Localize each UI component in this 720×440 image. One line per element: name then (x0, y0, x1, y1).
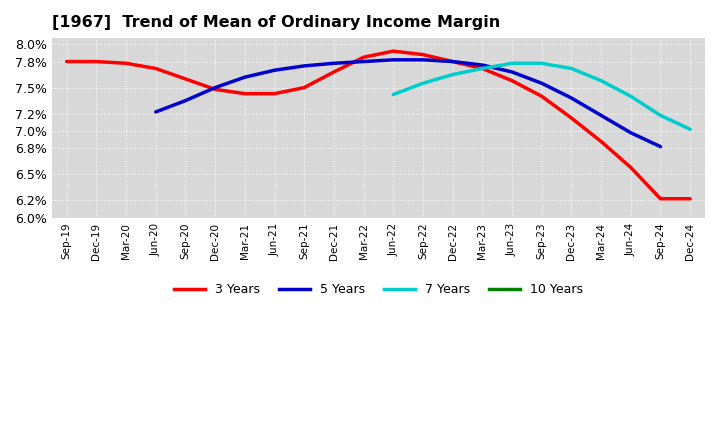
3 Years (92, 59, 101, 64)
5 Years (151, 109, 160, 114)
5 Years (537, 81, 546, 86)
3 Years (122, 61, 130, 66)
Legend: 3 Years, 5 Years, 7 Years, 10 Years: 3 Years, 5 Years, 7 Years, 10 Years (168, 279, 588, 301)
3 Years (389, 48, 397, 54)
7 Years (537, 61, 546, 66)
5 Years (211, 85, 220, 90)
7 Years (597, 78, 606, 83)
7 Years (389, 92, 397, 97)
7 Years (656, 113, 665, 118)
3 Years (300, 85, 309, 90)
3 Years (537, 94, 546, 99)
5 Years (478, 62, 487, 68)
5 Years (389, 57, 397, 62)
3 Years (597, 139, 606, 144)
5 Years (359, 59, 368, 64)
5 Years (418, 57, 427, 62)
5 Years (567, 95, 576, 101)
3 Years (211, 87, 220, 92)
5 Years (626, 130, 635, 136)
5 Years (240, 74, 249, 80)
3 Years (63, 59, 71, 64)
3 Years (686, 196, 695, 202)
Line: 3 Years: 3 Years (67, 51, 690, 199)
7 Years (686, 127, 695, 132)
3 Years (508, 78, 516, 83)
3 Years (478, 66, 487, 71)
3 Years (656, 196, 665, 202)
3 Years (449, 59, 457, 64)
7 Years (418, 81, 427, 86)
5 Years (300, 63, 309, 69)
3 Years (418, 52, 427, 57)
3 Years (181, 76, 190, 81)
5 Years (597, 113, 606, 118)
5 Years (270, 68, 279, 73)
3 Years (151, 66, 160, 71)
3 Years (359, 55, 368, 60)
7 Years (478, 66, 487, 71)
7 Years (508, 61, 516, 66)
Text: [1967]  Trend of Mean of Ordinary Income Margin: [1967] Trend of Mean of Ordinary Income … (52, 15, 500, 30)
Line: 5 Years: 5 Years (156, 60, 660, 147)
Line: 7 Years: 7 Years (393, 63, 690, 129)
5 Years (508, 70, 516, 75)
3 Years (330, 70, 338, 75)
5 Years (449, 59, 457, 64)
3 Years (626, 165, 635, 170)
7 Years (626, 94, 635, 99)
3 Years (567, 115, 576, 121)
5 Years (656, 144, 665, 149)
5 Years (181, 98, 190, 103)
3 Years (240, 91, 249, 96)
7 Years (449, 72, 457, 77)
5 Years (330, 61, 338, 66)
7 Years (567, 66, 576, 71)
3 Years (270, 91, 279, 96)
